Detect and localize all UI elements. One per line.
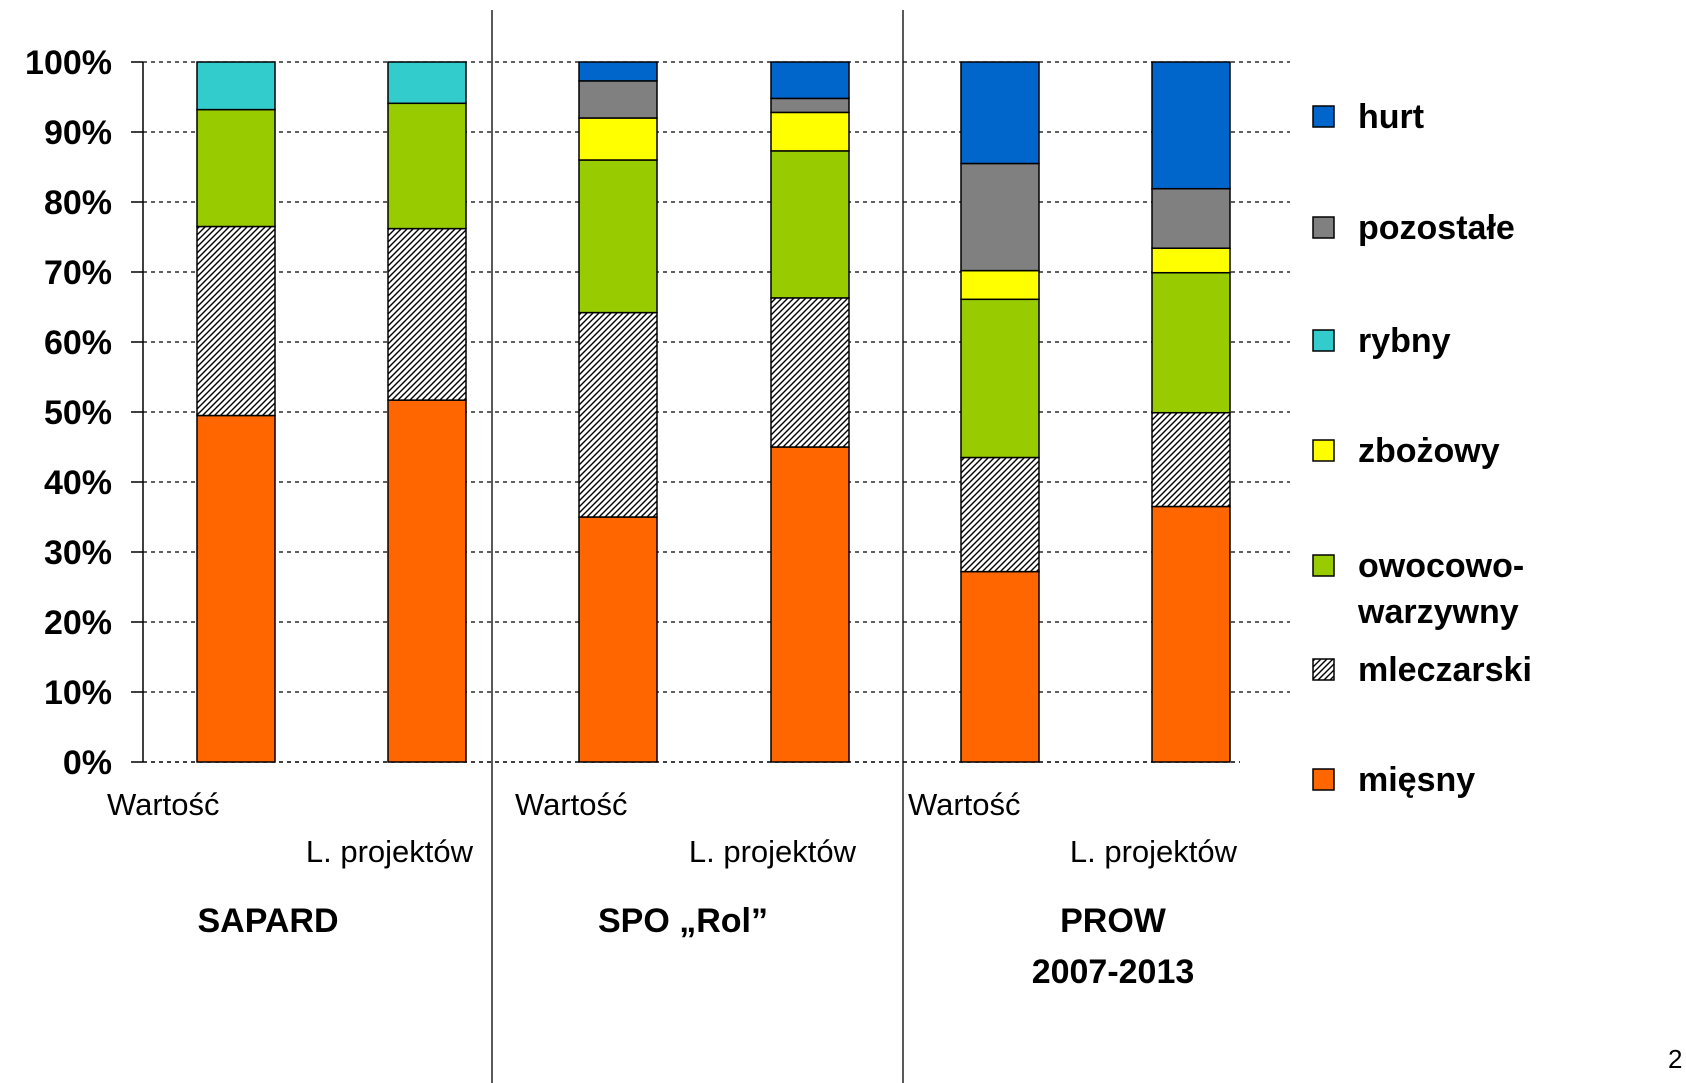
- bar-segment-pozostałe: [960, 162, 1040, 272]
- bar-segment-rybny: [196, 61, 276, 111]
- bar-segment-mleczarski: [387, 227, 467, 401]
- bar-segment-owocowo-warzywny: [196, 108, 276, 228]
- bar-segment-hurt: [960, 61, 1040, 165]
- legend-swatch: [1312, 105, 1335, 128]
- bar-segment-pozostałe: [578, 80, 658, 119]
- x-axis-labels: Wartość L. projektów Wartość L. projektów Wa…: [107, 787, 1238, 869]
- bar-segment-rybny: [387, 61, 467, 105]
- legend: hurt pozostałe rybny zbożowy owocowo-warzywn…: [1312, 98, 1532, 799]
- legend-label: pozostałe: [1358, 209, 1515, 247]
- gridlines: [143, 61, 1290, 693]
- x-category-label: Wartość: [515, 787, 628, 822]
- y-axis: 0% 10% 20% 30% 40% 50% 60% 70% 80% 90% 100%: [25, 44, 1240, 782]
- legend-label: hurt: [1358, 98, 1424, 136]
- bar-segment-owocowo-warzywny: [770, 150, 850, 299]
- y-tick-label: 20%: [44, 604, 112, 642]
- bar-segment-mleczarski: [1151, 411, 1231, 508]
- bar-segment-zbożowy: [1151, 247, 1231, 274]
- legend-label: rybny: [1358, 322, 1451, 360]
- group-label: SAPARD: [197, 902, 338, 940]
- group-separators: [491, 10, 904, 1083]
- y-tick-label: 0%: [63, 744, 112, 782]
- y-tick-label: 80%: [44, 184, 112, 222]
- legend-swatch: [1312, 216, 1335, 239]
- bar-segment-owocowo-warzywny: [1151, 271, 1231, 414]
- y-tick-label: 40%: [44, 464, 112, 502]
- bar-segment-pozostałe: [770, 97, 850, 114]
- legend-swatch: [1312, 439, 1335, 462]
- bar-segment-mięsny: [770, 446, 850, 763]
- bar-segment-hurt: [1151, 61, 1231, 190]
- legend-swatch: [1312, 554, 1335, 577]
- group-label: PROW: [1060, 902, 1167, 940]
- y-tick-label: 70%: [44, 254, 112, 292]
- bar-segment-zbożowy: [960, 269, 1040, 301]
- y-tick-label: 60%: [44, 324, 112, 362]
- bar-segment-zbożowy: [578, 117, 658, 161]
- x-category-label: L. projektów: [306, 834, 474, 869]
- legend-label: zbożowy: [1358, 432, 1500, 470]
- bar-segment-owocowo-warzywny: [578, 159, 658, 314]
- x-category-label: Wartość: [908, 787, 1021, 822]
- legend-label: mleczarski: [1358, 651, 1532, 689]
- group-label: 2007-2013: [1032, 953, 1195, 991]
- bar-segment-owocowo-warzywny: [387, 102, 467, 230]
- legend-swatch: [1312, 658, 1335, 681]
- y-tick-label: 90%: [44, 114, 112, 152]
- bar-segment-mięsny: [1151, 505, 1231, 763]
- legend-label: mięsny: [1358, 761, 1475, 799]
- bar-segment-mięsny: [960, 570, 1040, 763]
- x-category-label: L. projektów: [689, 834, 857, 869]
- group-labels: SAPARD SPO „Rol” PROW 2007-2013: [197, 902, 1194, 991]
- bar-segment-mięsny: [578, 516, 658, 763]
- legend-swatch: [1312, 329, 1335, 352]
- bar-segment-hurt: [578, 61, 658, 82]
- y-tick-label: 100%: [25, 44, 112, 82]
- bar-segment-mięsny: [196, 414, 276, 763]
- bar-segment-mleczarski: [196, 225, 276, 417]
- bar-segment-mleczarski: [960, 456, 1040, 573]
- group-label: SPO „Rol”: [598, 902, 768, 940]
- bar-segment-zbożowy: [770, 111, 850, 152]
- bar-segment-owocowo-warzywny: [960, 298, 1040, 459]
- legend-label: owocowo-: [1358, 547, 1524, 585]
- bars: [196, 61, 1231, 763]
- bar-segment-mięsny: [387, 399, 467, 763]
- page-number: 2: [1668, 1044, 1682, 1074]
- legend-label: warzywny: [1357, 593, 1519, 631]
- x-category-label: Wartość: [107, 787, 220, 822]
- bar-segment-pozostałe: [1151, 187, 1231, 249]
- y-tick-label: 30%: [44, 534, 112, 572]
- y-tick-label: 50%: [44, 394, 112, 432]
- bar-segment-hurt: [770, 61, 850, 100]
- bar-segment-mleczarski: [770, 297, 850, 448]
- x-category-label: L. projektów: [1070, 834, 1238, 869]
- legend-swatch: [1312, 768, 1335, 791]
- y-tick-label: 10%: [44, 674, 112, 712]
- bar-segment-mleczarski: [578, 311, 658, 518]
